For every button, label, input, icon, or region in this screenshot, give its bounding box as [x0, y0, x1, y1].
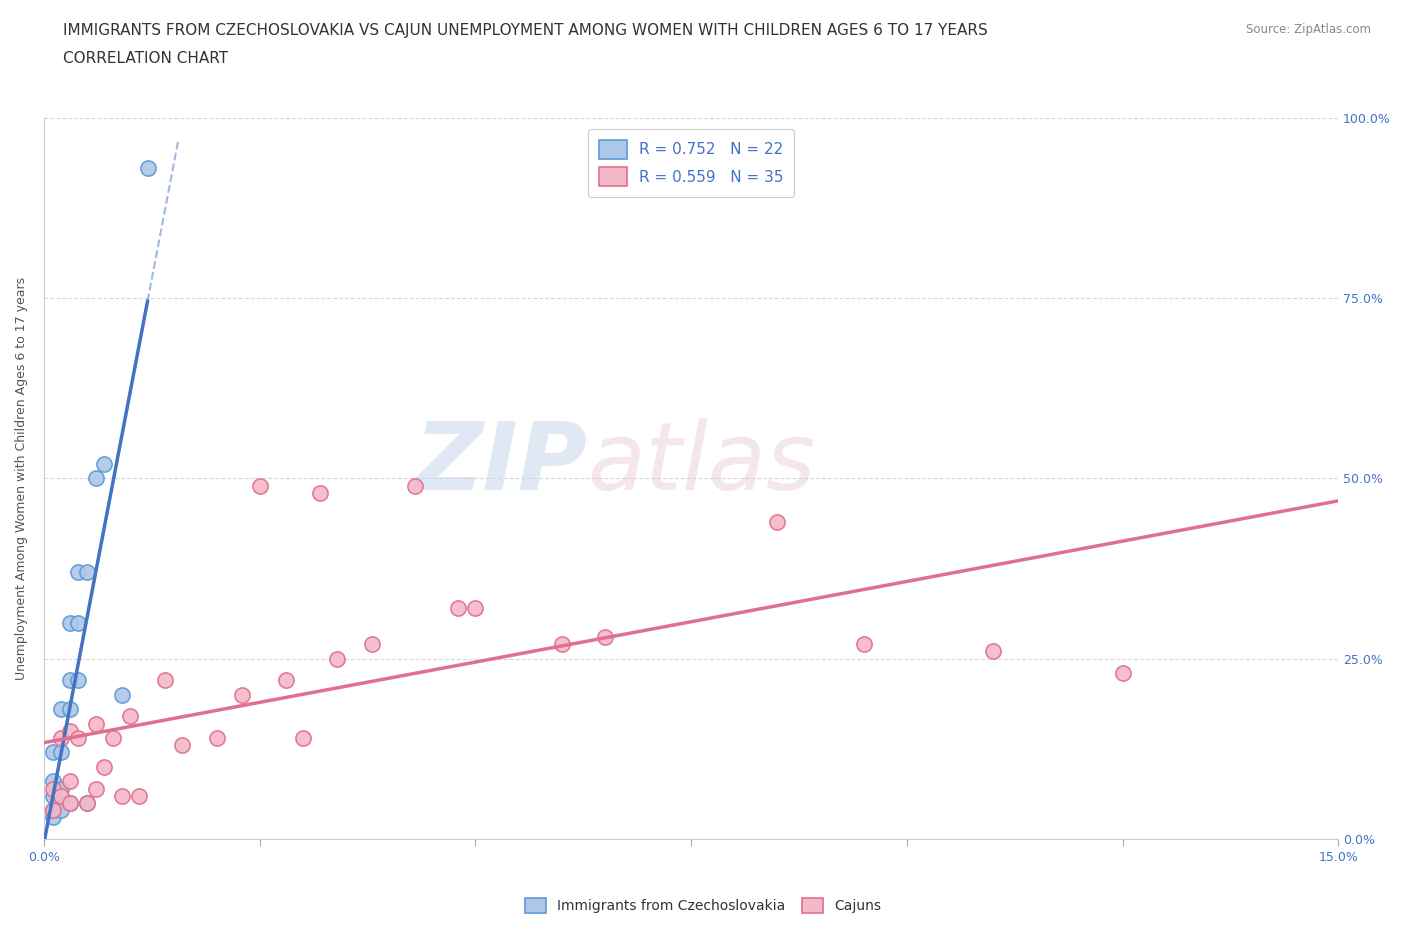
Point [84, 716, 107, 731]
Text: CORRELATION CHART: CORRELATION CHART [63, 51, 228, 66]
Point [205, 731, 228, 746]
Point [59, 615, 82, 630]
Point [136, 161, 159, 176]
Text: IMMIGRANTS FROM CZECHOSLOVAKIA VS CAJUN UNEMPLOYMENT AMONG WOMEN WITH CHILDREN A: IMMIGRANTS FROM CZECHOSLOVAKIA VS CAJUN … [63, 23, 988, 38]
Point [93, 457, 115, 472]
Y-axis label: Unemployment Among Women with Children Ages 6 to 17 years: Unemployment Among Women with Children A… [15, 277, 28, 680]
Point [309, 485, 332, 500]
Point [274, 673, 297, 688]
Point [170, 737, 193, 752]
Point [51, 803, 73, 817]
Point [404, 478, 426, 493]
Point [120, 709, 142, 724]
Point [231, 687, 253, 702]
Point [41, 781, 63, 796]
Point [51, 702, 73, 717]
Point [360, 637, 382, 652]
Point [59, 795, 82, 810]
Text: atlas: atlas [588, 418, 815, 510]
Point [464, 601, 486, 616]
Point [41, 803, 63, 817]
Point [111, 789, 134, 804]
Point [111, 687, 134, 702]
Point [84, 781, 107, 796]
Point [59, 702, 82, 717]
Legend: R = 0.752   N = 22, R = 0.559   N = 35: R = 0.752 N = 22, R = 0.559 N = 35 [588, 129, 794, 197]
Point [447, 601, 470, 616]
Point [67, 565, 90, 579]
Point [67, 615, 90, 630]
Point [51, 731, 73, 746]
Point [153, 673, 176, 688]
Point [852, 637, 875, 652]
Point [76, 795, 98, 810]
Point [41, 745, 63, 760]
Point [249, 478, 271, 493]
Point [59, 673, 82, 688]
Point [326, 651, 349, 666]
Point [41, 803, 63, 817]
Point [59, 724, 82, 738]
Point [93, 760, 115, 775]
Point [1111, 666, 1133, 681]
Point [84, 471, 107, 485]
Point [101, 731, 124, 746]
Point [59, 774, 82, 789]
Legend: Immigrants from Czechoslovakia, Cajuns: Immigrants from Czechoslovakia, Cajuns [520, 892, 886, 919]
Point [550, 637, 572, 652]
Point [59, 795, 82, 810]
Point [51, 745, 73, 760]
Text: Source: ZipAtlas.com: Source: ZipAtlas.com [1246, 23, 1371, 36]
Point [76, 565, 98, 579]
Point [67, 673, 90, 688]
Point [41, 810, 63, 825]
Point [76, 795, 98, 810]
Text: ZIP: ZIP [415, 418, 588, 510]
Point [593, 630, 616, 644]
Point [67, 731, 90, 746]
Point [41, 774, 63, 789]
Point [51, 781, 73, 796]
Point [51, 789, 73, 804]
Point [41, 789, 63, 804]
Point [128, 789, 150, 804]
Point [291, 731, 314, 746]
Point [981, 644, 1004, 659]
Point [766, 514, 789, 529]
